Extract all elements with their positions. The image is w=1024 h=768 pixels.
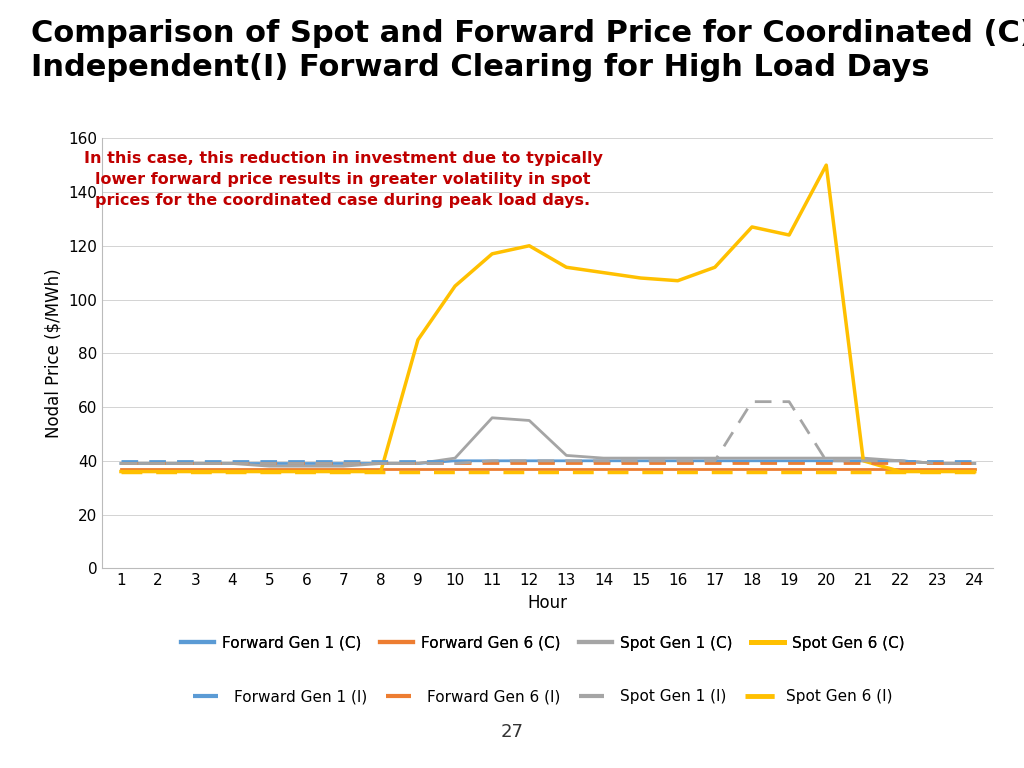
Legend: Forward Gen 1 (I), Forward Gen 6 (I), Spot Gen 1 (I), Spot Gen 6 (I): Forward Gen 1 (I), Forward Gen 6 (I), Sp… <box>186 684 899 710</box>
X-axis label: Hour: Hour <box>527 594 568 612</box>
Text: In this case, this reduction in investment due to typically
lower forward price : In this case, this reduction in investme… <box>84 151 602 208</box>
Y-axis label: Nodal Price ($/MWh): Nodal Price ($/MWh) <box>45 269 63 438</box>
Text: Comparison of Spot and Forward Price for Coordinated (C) vs
Independent(I) Forwa: Comparison of Spot and Forward Price for… <box>31 19 1024 82</box>
Text: 27: 27 <box>501 723 523 741</box>
Legend: Forward Gen 1 (C), Forward Gen 6 (C), Spot Gen 1 (C), Spot Gen 6 (C): Forward Gen 1 (C), Forward Gen 6 (C), Sp… <box>175 630 910 657</box>
